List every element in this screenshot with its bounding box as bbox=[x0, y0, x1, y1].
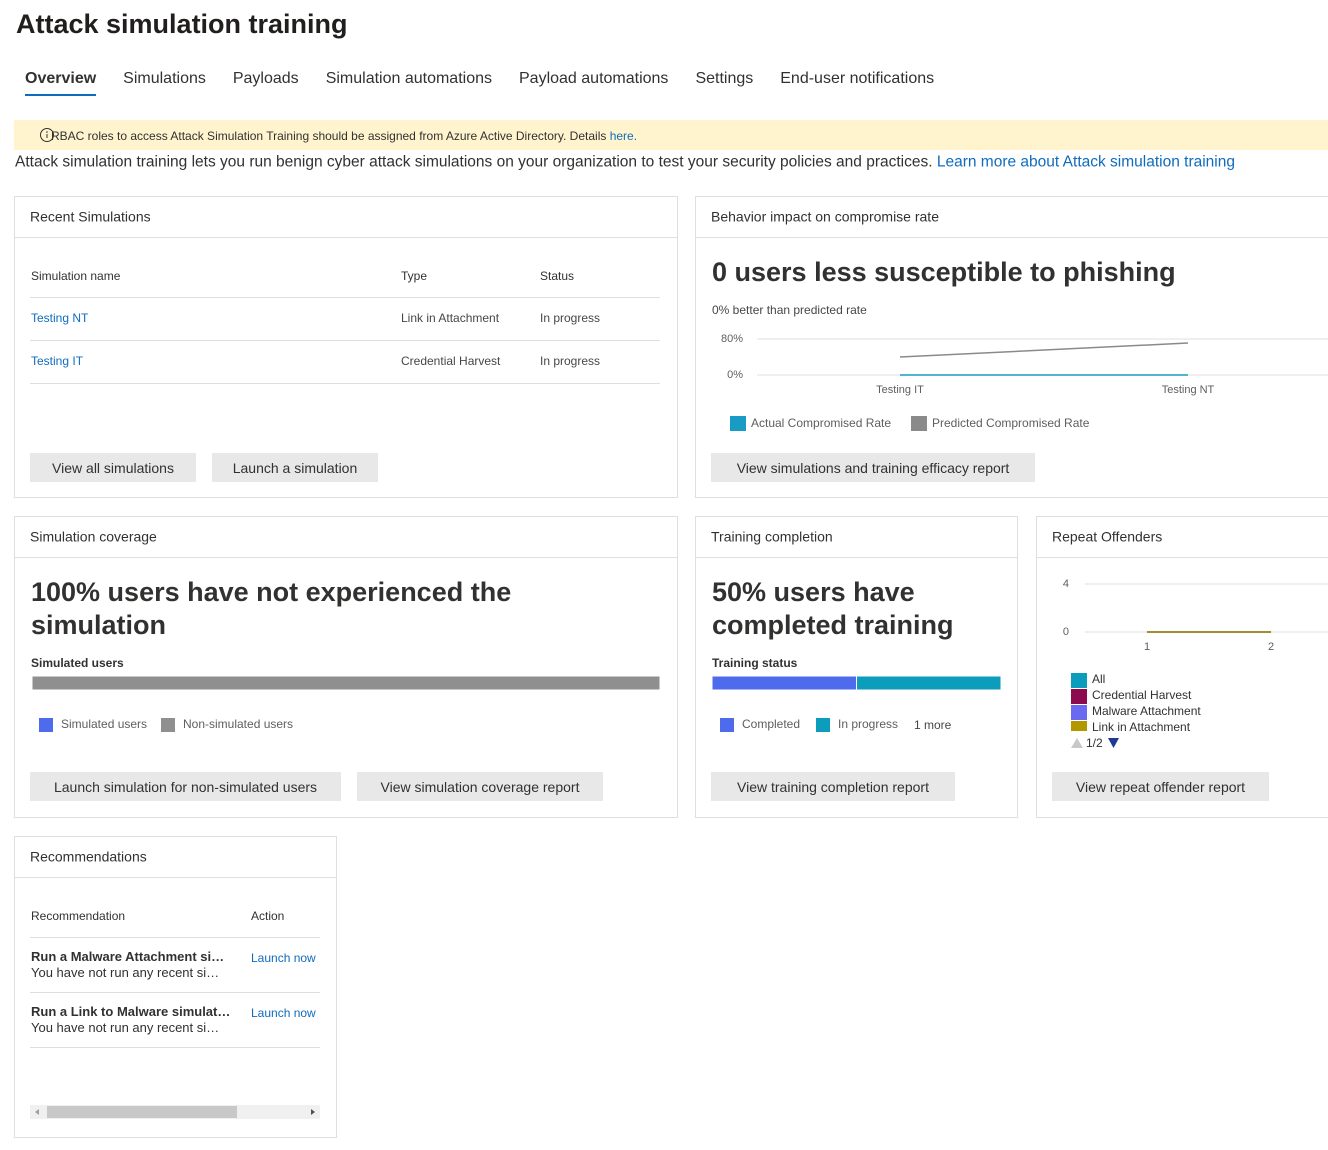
button[interactable]: Launch a simulation bbox=[212, 453, 378, 482]
row-divider bbox=[30, 340, 660, 341]
cell: Link in Attachment bbox=[401, 310, 500, 325]
action-link[interactable]: Launch now bbox=[251, 1005, 316, 1020]
column-header: Simulation name bbox=[31, 268, 121, 283]
card-title: Simulation coverage bbox=[30, 528, 157, 545]
simulation-link[interactable]: Testing NT bbox=[31, 310, 89, 325]
row-divider bbox=[30, 383, 660, 384]
scroll-thumb[interactable] bbox=[47, 1106, 237, 1118]
page-title: Attack simulation training bbox=[16, 8, 348, 39]
column-header: Status bbox=[540, 268, 575, 283]
scrollbar[interactable] bbox=[30, 1105, 320, 1119]
divider bbox=[15, 237, 677, 238]
card-title: Training completion bbox=[711, 528, 833, 545]
tab[interactable]: Settings bbox=[695, 70, 754, 87]
bar-label: Simulated users bbox=[31, 655, 124, 670]
banner: RBAC roles to access Attack Simulation T… bbox=[14, 120, 1328, 150]
banner-message: RBAC roles to access Attack Simulation T… bbox=[51, 128, 607, 143]
subtitle: 0% better than predicted rate bbox=[712, 302, 867, 317]
cell: In progress bbox=[540, 353, 601, 368]
tab[interactable]: Simulations bbox=[123, 70, 206, 87]
info-icon bbox=[40, 128, 54, 142]
tab[interactable]: Payload automations bbox=[519, 70, 669, 87]
simulation-link[interactable]: Testing IT bbox=[31, 353, 84, 368]
action-link[interactable]: Launch now bbox=[251, 950, 316, 965]
simulation-coverage-card bbox=[14, 516, 678, 818]
column-header: Recommendation bbox=[31, 908, 126, 923]
headline: 50% users have completed training bbox=[712, 577, 954, 640]
tab[interactable]: End-user notifications bbox=[780, 70, 935, 87]
legend-more[interactable]: 1 more bbox=[914, 717, 952, 732]
card-title: Repeat Offenders bbox=[1052, 528, 1163, 545]
button[interactable]: Launch simulation for non-simulated user… bbox=[30, 772, 341, 801]
cell: Credential Harvest bbox=[401, 353, 501, 368]
intro-text: Attack simulation training lets you run … bbox=[15, 153, 933, 171]
divider bbox=[1037, 557, 1328, 558]
repeat-offenders-card bbox=[1036, 516, 1328, 818]
recommendation-description: You have not run any recent si… bbox=[31, 1020, 220, 1036]
recent-simulations-card bbox=[14, 196, 678, 498]
button[interactable]: View all simulations bbox=[30, 453, 196, 482]
card-title: Behavior impact on compromise rate bbox=[711, 208, 939, 225]
divider bbox=[15, 877, 336, 878]
row-divider bbox=[30, 297, 660, 298]
recommendation-title: Run a Malware Attachment si… bbox=[31, 949, 225, 965]
recommendation-description: You have not run any recent si… bbox=[31, 965, 220, 981]
divider bbox=[15, 557, 677, 558]
training-completion-card bbox=[695, 516, 1018, 818]
tab-bar: Overview Simulations Payloads Simulation au… bbox=[25, 70, 934, 96]
row-divider bbox=[30, 992, 320, 993]
headline: 100% users have not experienced the simu… bbox=[31, 577, 512, 640]
row-divider bbox=[30, 937, 320, 938]
banner-link[interactable]: here. bbox=[609, 128, 638, 143]
column-header: Type bbox=[401, 268, 428, 283]
card-title: Recent Simulations bbox=[30, 208, 151, 225]
button[interactable]: View repeat offender report bbox=[1052, 772, 1269, 801]
divider bbox=[696, 557, 1017, 558]
cell: In progress bbox=[540, 310, 601, 325]
column-header: Action bbox=[251, 908, 285, 923]
tab[interactable]: Payloads bbox=[232, 70, 299, 87]
divider bbox=[696, 237, 1328, 238]
bar-label: Training status bbox=[712, 655, 798, 670]
recommendation-title: Run a Link to Malware simulat… bbox=[31, 1004, 231, 1020]
tab[interactable]: Overview bbox=[25, 70, 97, 96]
headline: 0 users less susceptible to phishing bbox=[712, 257, 1176, 287]
tab[interactable]: Simulation automations bbox=[325, 70, 492, 87]
card-title: Recommendations bbox=[30, 848, 147, 865]
intro: Attack simulation training lets you run … bbox=[15, 154, 1235, 173]
button[interactable]: View simulations and training efficacy r… bbox=[711, 453, 1035, 482]
intro-link[interactable]: Learn more about Attack simulation train… bbox=[936, 153, 1235, 171]
row-divider bbox=[30, 1047, 320, 1048]
scroll-arrows bbox=[35, 1109, 315, 1115]
button[interactable]: View simulation coverage report bbox=[357, 772, 603, 801]
legend-page: 1/2 bbox=[1086, 735, 1103, 750]
button[interactable]: View training completion report bbox=[711, 772, 955, 801]
recommendations-card bbox=[14, 836, 337, 1138]
banner-text: RBAC roles to access Attack Simulation T… bbox=[51, 129, 637, 143]
